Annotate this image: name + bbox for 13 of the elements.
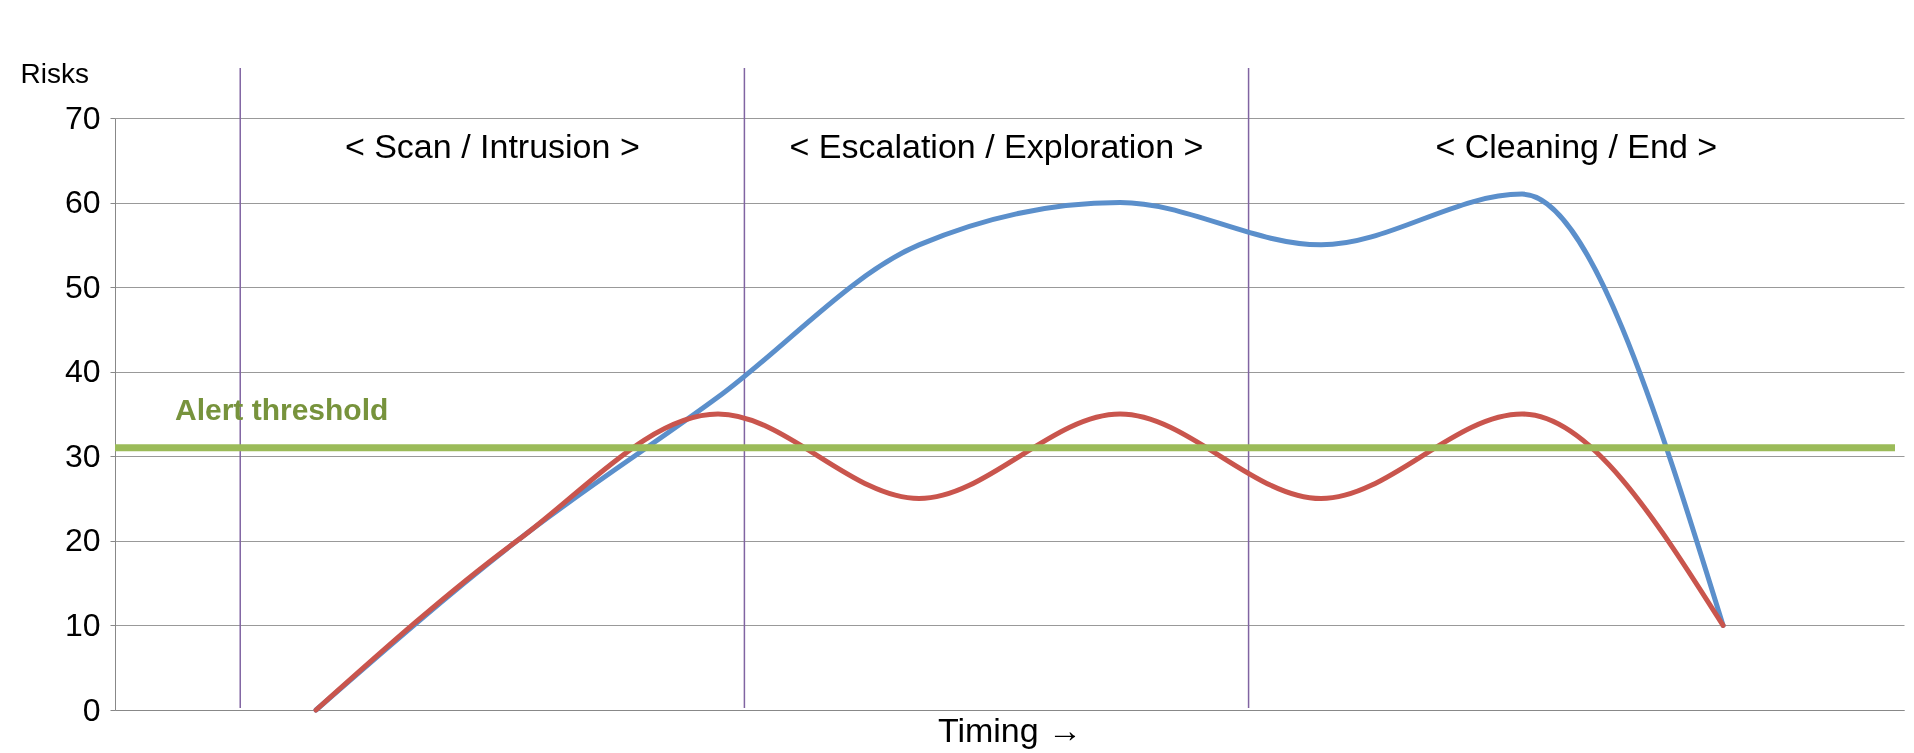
y-tick-label: 40: [64, 353, 101, 390]
annotation: < Cleaning / End >: [1435, 127, 1718, 165]
y-tick-label: 10: [64, 606, 101, 643]
annotation: < Scan / Intrusion >: [344, 127, 640, 165]
y-tick-label: 50: [64, 268, 101, 305]
y-axis-title: Risks: [20, 57, 89, 89]
annotation: < Escalation / Exploration >: [789, 127, 1204, 165]
y-tick-label: 60: [64, 184, 101, 221]
y-tick-label: 70: [64, 99, 101, 136]
y-tick-label: 0: [82, 691, 101, 728]
y-tick-label: 20: [64, 522, 101, 559]
y-tick-label: 30: [64, 437, 101, 474]
x-axis-title: Timing →: [937, 710, 1083, 749]
